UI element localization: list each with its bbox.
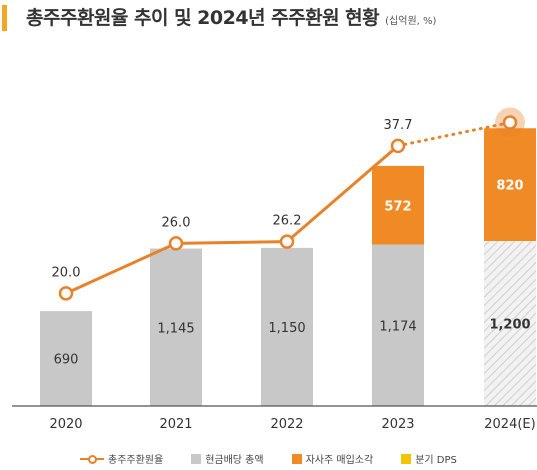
x-tick-label-2: 2022 [270,417,303,432]
chart-subtitle: (십억원, %) [385,16,437,27]
label-buyback-4: 820 [496,179,523,194]
bar-buyback-3 [372,165,424,245]
rate-label-0: 20.0 [52,265,81,280]
rate-label-3: 37.7 [384,118,413,133]
bar-dividend-0 [40,311,92,406]
legend-swatch-dividend [191,453,202,464]
legend-item-buyback: 자사주 매입소각 [291,451,374,466]
bar-buyback-4 [484,128,536,241]
legend-item-dps: 분기 DPS [401,451,457,466]
rate-line-estimate [396,121,512,148]
legend-line-swatch [80,454,104,464]
legend-label-buyback: 자사주 매입소각 [305,455,374,466]
rate-line [65,144,399,295]
label-dividend-4: 1,200 [489,318,530,333]
bar-dividend-3 [372,244,424,406]
legend-label-rate: 총주주환원율 [108,455,164,466]
x-tick-label-4: 2024(E) [484,417,535,432]
legend-label-dividend: 현금배당 총액 [205,455,264,466]
legend: 총주주환원율 현금배당 총액 자사주 매입소각 분기 DPS [80,451,485,466]
legend-swatch-buyback [291,453,302,464]
rate-point-1 [168,236,184,251]
x-tick-label-1: 2021 [159,417,192,432]
label-dividend-1: 1,145 [157,321,194,336]
label-dividend-0: 690 [54,353,79,368]
bar-dividend-1 [150,248,202,406]
rate-label-2: 26.2 [273,214,302,229]
legend-label-dps: 분기 DPS [415,455,457,466]
x-tick-label-0: 2020 [49,417,82,432]
label-dividend-3: 1,174 [379,319,416,334]
legend-item-rate: 총주주환원율 [80,451,163,466]
label-buyback-3: 572 [384,199,411,214]
rate-label-1: 26.0 [162,215,191,230]
legend-item-dividend: 현금배당 총액 [191,451,264,466]
rate-point-2 [279,234,295,249]
rate-point-0 [58,286,74,301]
rate-point-3 [390,138,406,154]
label-dividend-2: 1,150 [268,321,305,336]
bar-dividend-2 [261,247,313,406]
legend-swatch-dps [401,453,412,464]
rate-point-4 [502,115,518,130]
x-tick-label-3: 2023 [381,417,414,432]
title-accent-bar [2,5,7,31]
bar-dividend-4 [484,241,536,406]
chart-title: 총주주환원율 추이 및 2024년 주주환원 현황 (십억원, %) [26,7,437,29]
